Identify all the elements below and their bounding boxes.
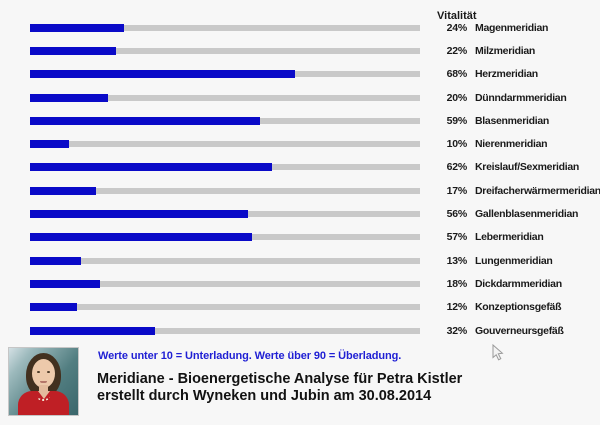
report-title-line1: Meridiane - Bioenergetische Analyse für … [97, 371, 463, 387]
bar-category-label: Magenmeridian [475, 21, 549, 34]
bar-track [30, 116, 420, 125]
bar-track [30, 93, 420, 102]
report-title-line2: erstellt durch Wyneken und Jubin am 30.0… [97, 388, 432, 404]
bar-track [30, 163, 420, 172]
bar-value-label: 59% [446, 114, 468, 127]
portrait-face [32, 359, 55, 388]
bar-cell [0, 93, 420, 102]
bar-track [30, 233, 420, 242]
meridian-row: 59% Blasenmeridian [0, 109, 600, 132]
bar-track [30, 326, 420, 335]
therapist-portrait-photo [8, 347, 79, 416]
bar-cell [0, 46, 420, 55]
bar-track [30, 303, 420, 312]
bar-track [30, 70, 420, 79]
bar-fill [30, 70, 296, 79]
bar-fill [30, 303, 77, 312]
bar-fill [30, 23, 124, 32]
portrait-neck [39, 385, 48, 394]
bar-value-label: 57% [446, 231, 468, 244]
bar-value-label: 20% [446, 91, 468, 104]
bar-fill [30, 210, 249, 219]
bar-category-label: Lungenmeridian [475, 254, 553, 267]
bar-fill [30, 326, 155, 335]
bar-cell [0, 140, 420, 149]
bar-value-label: 24% [446, 21, 468, 34]
portrait-eye [47, 371, 50, 373]
bar-track [30, 140, 420, 149]
meridian-row: 68% Herzmeridian [0, 63, 600, 86]
report-title: Meridiane - Bioenergetische Analyse für … [97, 371, 462, 405]
bar-track [30, 279, 420, 288]
bar-category-label: Herzmeridian [475, 68, 538, 81]
meridian-row: 18% Dickdarmmeridian [0, 272, 600, 295]
bar-value-label: 62% [446, 161, 468, 174]
bar-cell [0, 70, 420, 79]
meridian-row: 13% Lungenmeridian [0, 249, 600, 272]
bar-fill [30, 93, 108, 102]
meridian-row: 32% Gouverneursgefäß [0, 319, 600, 342]
bar-value-label: 12% [446, 301, 468, 314]
bar-cell [0, 326, 420, 335]
bar-category-label: Dickdarmmeridian [475, 277, 562, 290]
bar-fill [30, 116, 261, 125]
meridian-row: 12% Konzeptionsgefäß [0, 296, 600, 319]
bar-cell [0, 256, 420, 265]
bar-track [30, 210, 420, 219]
bar-value-label: 18% [446, 277, 468, 290]
bar-category-label: Konzeptionsgefäß [475, 301, 562, 314]
portrait-eye [37, 371, 40, 373]
bar-value-label: 10% [446, 138, 468, 151]
bar-track [30, 23, 420, 32]
meridian-row: 62% Kreislauf/Sexmeridian [0, 156, 600, 179]
meridian-row: 17% Dreifacherwärmermeridian [0, 179, 600, 202]
bar-value-label: 56% [446, 208, 468, 221]
bar-fill [30, 186, 97, 195]
value-legend-text: Werte unter 10 = Unterladung. Werte über… [98, 350, 402, 362]
bar-cell [0, 303, 420, 312]
bar-fill [30, 256, 81, 265]
bar-category-label: Nierenmeridian [475, 138, 548, 151]
bar-cell [0, 23, 420, 32]
bar-fill [30, 163, 272, 172]
bar-category-label: Blasenmeridian [475, 114, 549, 127]
meridian-row: 57% Lebermeridian [0, 226, 600, 249]
bar-track [30, 256, 420, 265]
bar-fill [30, 140, 69, 149]
meridian-row: 10% Nierenmeridian [0, 132, 600, 155]
bar-category-label: Lebermeridian [475, 231, 544, 244]
bar-value-label: 22% [446, 44, 468, 57]
chart-header-vitality: Vitalität [437, 10, 477, 22]
bar-value-label: 13% [446, 254, 468, 267]
bar-track [30, 186, 420, 195]
bar-category-label: Kreislauf/Sexmeridian [475, 161, 579, 174]
bar-track [30, 46, 420, 55]
portrait-mouth [40, 381, 47, 383]
bar-cell [0, 186, 420, 195]
bar-category-label: Dünndarmmeridian [475, 91, 567, 104]
bar-value-label: 17% [446, 184, 468, 197]
bar-category-label: Dreifacherwärmermeridian [475, 184, 600, 197]
bar-fill [30, 233, 253, 242]
meridian-row: 24% Magenmeridian [0, 16, 600, 39]
bar-cell [0, 210, 420, 219]
bar-cell [0, 116, 420, 125]
bar-cell [0, 279, 420, 288]
bar-fill [30, 279, 101, 288]
meridian-row: 22% Milzmeridian [0, 39, 600, 62]
meridian-row: 56% Gallenblasenmeridian [0, 202, 600, 225]
bar-cell [0, 233, 420, 242]
bar-value-label: 68% [446, 68, 468, 81]
bar-category-label: Milzmeridian [475, 44, 535, 57]
bar-category-label: Gallenblasenmeridian [475, 208, 579, 221]
chart-rows: 24% Magenmeridian 22% Milzmeridian 68% H… [0, 16, 600, 342]
bar-cell [0, 163, 420, 172]
mouse-cursor-icon [492, 343, 506, 367]
bar-fill [30, 46, 116, 55]
bar-value-label: 32% [446, 324, 468, 337]
portrait-necklace [37, 392, 50, 401]
meridian-row: 20% Dünndarmmeridian [0, 86, 600, 109]
bar-category-label: Gouverneursgefäß [475, 324, 564, 337]
